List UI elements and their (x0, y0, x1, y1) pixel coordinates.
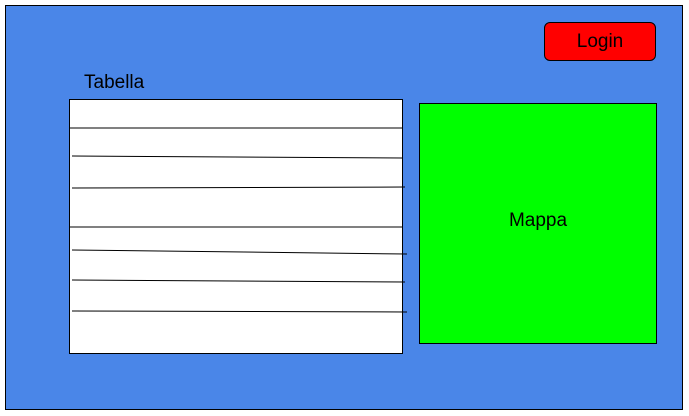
table-title: Tabella (84, 72, 145, 93)
map-panel[interactable]: Mappa (419, 103, 657, 344)
data-table (69, 99, 403, 354)
login-button[interactable]: Login (544, 22, 656, 61)
map-label: Mappa (508, 209, 568, 231)
